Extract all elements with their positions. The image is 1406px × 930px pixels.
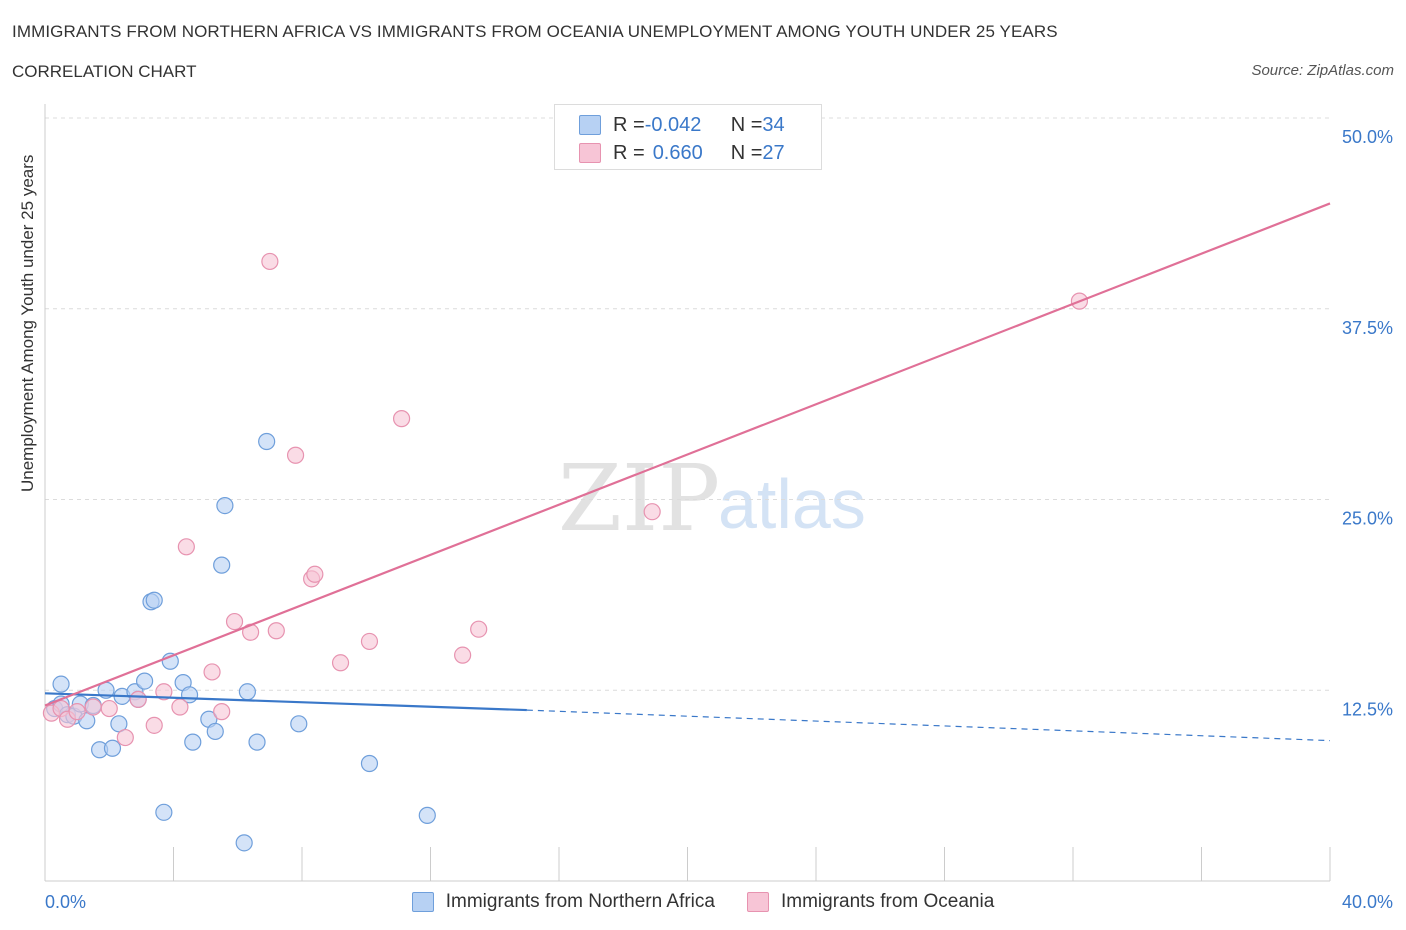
point-oceania [261,252,279,271]
point-oceania [100,699,118,718]
legend-item-oceania: Immigrants from Oceania [746,891,995,913]
watermark-zip: ZIP [558,445,720,552]
point-northern-africa [145,591,163,609]
legend-row-northern-africa: R = -0.042 N = 34 [579,113,785,137]
legend-swatch-pink [579,143,601,163]
y-axis-label: Unemployment Among Youth under 25 years [18,154,37,492]
point-northern-africa [248,733,266,751]
x-tick-label: 40.0% [1342,892,1393,912]
trendline-oceania [44,202,1331,707]
chart-title: IMMIGRANTS FROM NORTHERN AFRICA VS IMMIG… [12,22,1058,41]
point-oceania [203,663,221,681]
legend-row-oceania: R = 0.660 N = 27 [579,141,785,165]
point-oceania [306,565,324,583]
point-oceania [643,503,661,521]
point-oceania [286,446,305,464]
r-value: 0.660 [652,141,703,164]
r-value: -0.042 [644,113,702,136]
point-northern-africa [418,806,436,824]
trendline-northern-africa-extension [526,709,1331,742]
trendline-northern-africa [44,692,527,712]
point-oceania [84,698,102,716]
point-northern-africa [110,715,128,733]
series-legend: Immigrants from Northern Africa Immigran… [0,888,1406,916]
y-tick-label: 37.5% [1342,318,1393,338]
legend-label: Immigrants from Northern Africa [445,891,715,912]
n-value: 34 [762,113,785,136]
point-oceania [129,690,147,709]
point-oceania [155,683,173,701]
y-tick-label: 12.5% [1342,699,1393,719]
point-oceania [116,728,134,747]
point-northern-africa [258,432,276,451]
legend-swatch-blue [579,115,601,135]
point-oceania [171,698,189,716]
y-tick-label: 25.0% [1342,509,1393,529]
legend-swatch-blue [411,892,434,912]
legend-item-northern-africa: Immigrants from Northern Africa [411,891,715,913]
point-northern-africa [235,834,253,852]
point-oceania [360,632,379,651]
point-oceania [470,620,488,638]
point-northern-africa [184,733,202,751]
legend-swatch-pink [746,892,769,912]
point-northern-africa [360,754,379,773]
y-tick-label: 50.0% [1342,127,1393,147]
correlation-legend: R = -0.042 N = 34 R = 0.660 N = 27 [554,104,822,170]
point-northern-africa [238,683,256,701]
r-label: R = [613,141,645,164]
point-oceania [68,703,86,721]
point-northern-africa [213,556,231,574]
point-oceania [392,410,411,428]
point-northern-africa [52,675,70,693]
n-label: N = [730,141,763,164]
point-oceania [145,716,163,734]
source-label: Source: ZipAtlas.com [1251,62,1394,79]
watermark-atlas: atlas [718,465,866,543]
point-northern-africa [155,803,173,821]
point-northern-africa [135,672,154,690]
r-label: R = [613,113,645,136]
point-northern-africa [290,715,308,733]
chart-subtitle: CORRELATION CHART [12,62,197,81]
point-northern-africa [103,739,122,757]
n-value: 27 [762,141,785,164]
point-oceania [225,612,244,631]
point-oceania [454,646,472,664]
point-oceania [177,538,195,556]
x-tick-label: 0.0% [45,892,86,912]
point-oceania [267,622,285,640]
legend-label: Immigrants from Oceania [780,891,995,912]
n-label: N = [730,113,763,136]
point-oceania [213,703,231,721]
point-northern-africa [216,497,234,515]
point-oceania [331,654,350,672]
point-northern-africa [206,722,224,741]
